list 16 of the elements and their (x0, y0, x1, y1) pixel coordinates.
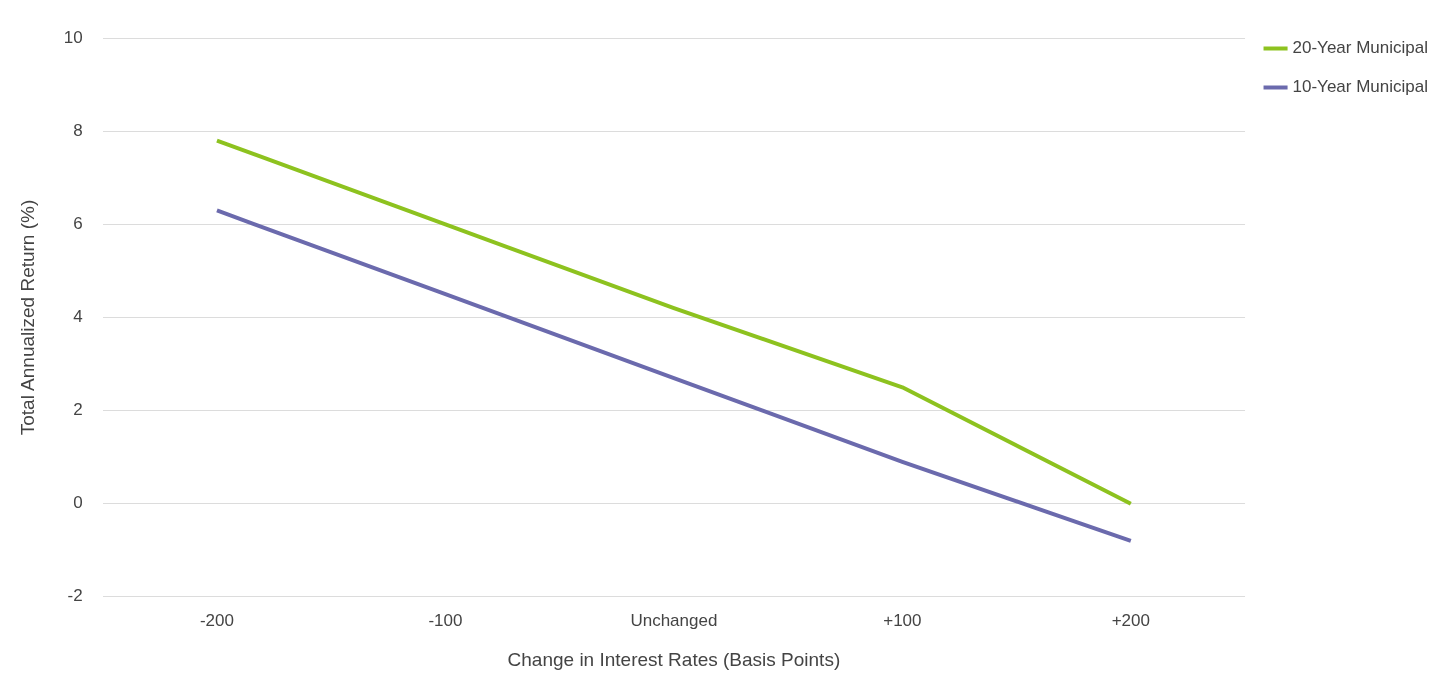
y-tick-label: -2 (67, 586, 83, 606)
x-tick-label: -200 (199, 610, 234, 630)
y-tick-label: 4 (73, 307, 83, 327)
x-axis-title: Change in Interest Rates (Basis Points) (507, 648, 841, 670)
y-tick-label: 2 (73, 400, 83, 420)
legend-label: 10-Year Municipal (1292, 77, 1428, 97)
y-tick-label: 8 (73, 120, 83, 140)
y-tick-label: 10 (63, 27, 83, 47)
x-tick-label: +200 (1111, 610, 1150, 630)
y-axis-title: Total Annualized Return (%) (16, 199, 38, 436)
legend-label: 20-Year Municipal (1292, 38, 1428, 58)
y-tick-label: 6 (73, 214, 83, 234)
y-tick-label: 0 (73, 493, 83, 513)
x-tick-label: +100 (883, 610, 922, 630)
x-tick-label: -100 (428, 610, 463, 630)
x-tick-label: Unchanged (630, 610, 718, 630)
